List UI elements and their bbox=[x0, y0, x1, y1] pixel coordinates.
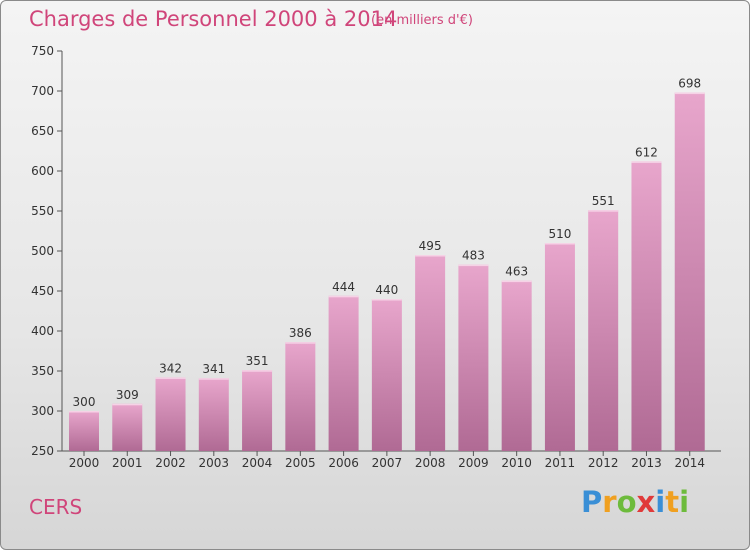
logo-letter: i bbox=[655, 485, 666, 519]
logo-letter: t bbox=[665, 485, 680, 519]
data-label: 698 bbox=[678, 77, 701, 91]
bar-highlight bbox=[112, 403, 143, 406]
data-label: 483 bbox=[462, 249, 485, 263]
chart-subtitle: (en milliers d'€) bbox=[371, 13, 473, 28]
data-label: 510 bbox=[548, 227, 571, 241]
bar bbox=[544, 243, 575, 451]
bar-highlight bbox=[544, 243, 575, 245]
data-label: 341 bbox=[202, 362, 225, 376]
bar-highlight bbox=[198, 378, 229, 380]
bar-highlight bbox=[631, 161, 662, 163]
bar-highlight bbox=[285, 342, 316, 344]
proxiti-logo: Proxiti bbox=[581, 485, 689, 519]
logo-letter: i bbox=[679, 485, 690, 519]
x-tick-label: 2012 bbox=[588, 456, 619, 470]
bar bbox=[415, 255, 446, 451]
x-tick-label: 2005 bbox=[285, 456, 316, 470]
logo-letter: x bbox=[636, 485, 656, 519]
bar-highlight bbox=[371, 299, 402, 301]
bar bbox=[588, 210, 619, 451]
bar bbox=[328, 295, 359, 451]
bar-highlight bbox=[415, 255, 446, 257]
data-label: 386 bbox=[289, 326, 312, 340]
bar bbox=[112, 403, 143, 451]
logo-letter: r bbox=[602, 485, 617, 519]
x-tick-label: 2003 bbox=[199, 456, 230, 470]
bar bbox=[631, 161, 662, 451]
x-tick-label: 2007 bbox=[372, 456, 403, 470]
bar-highlight bbox=[242, 370, 273, 372]
logo-letter: o bbox=[616, 485, 637, 519]
y-tick-label: 250 bbox=[31, 444, 54, 458]
bar bbox=[198, 378, 229, 451]
y-tick-label: 550 bbox=[31, 204, 54, 218]
bar bbox=[371, 299, 402, 451]
x-tick-label: 2002 bbox=[155, 456, 186, 470]
x-tick-label: 2004 bbox=[242, 456, 273, 470]
x-tick-label: 2006 bbox=[328, 456, 359, 470]
data-label: 309 bbox=[116, 388, 139, 402]
place-name: CERS bbox=[29, 495, 83, 519]
bar-highlight bbox=[501, 280, 532, 283]
logo-letter: P bbox=[581, 485, 603, 519]
y-tick-label: 300 bbox=[31, 404, 54, 418]
data-label: 551 bbox=[592, 194, 615, 208]
chart-title: Charges de Personnel 2000 à 2014 bbox=[29, 7, 398, 31]
bar bbox=[501, 280, 532, 451]
bar-highlight bbox=[458, 264, 489, 267]
bar bbox=[674, 92, 705, 451]
data-label: 300 bbox=[73, 395, 96, 409]
x-tick-label: 2001 bbox=[112, 456, 143, 470]
data-label: 444 bbox=[332, 280, 355, 294]
bar bbox=[69, 411, 99, 451]
y-tick-label: 400 bbox=[31, 324, 54, 338]
data-label: 440 bbox=[375, 283, 398, 297]
y-tick-label: 450 bbox=[31, 284, 54, 298]
data-label: 612 bbox=[635, 145, 658, 159]
bar-highlight bbox=[328, 295, 359, 298]
y-tick-label: 650 bbox=[31, 124, 54, 138]
x-tick-label: 2014 bbox=[674, 456, 705, 470]
x-tick-label: 2008 bbox=[415, 456, 446, 470]
x-tick-label: 2010 bbox=[501, 456, 532, 470]
x-tick-label: 2009 bbox=[458, 456, 489, 470]
data-label: 495 bbox=[419, 239, 442, 253]
bar bbox=[242, 370, 273, 451]
y-tick-label: 700 bbox=[31, 84, 54, 98]
data-label: 342 bbox=[159, 361, 182, 375]
y-tick-label: 500 bbox=[31, 244, 54, 258]
bar-highlight bbox=[588, 210, 619, 212]
y-tick-label: 350 bbox=[31, 364, 54, 378]
bar bbox=[155, 377, 186, 451]
data-label: 351 bbox=[246, 354, 269, 368]
bar-highlight bbox=[155, 377, 186, 379]
y-tick-label: 750 bbox=[31, 44, 54, 58]
x-tick-label: 2011 bbox=[545, 456, 576, 470]
x-tick-label: 2013 bbox=[631, 456, 662, 470]
y-tick-label: 600 bbox=[31, 164, 54, 178]
bar-highlight bbox=[674, 92, 705, 95]
data-label: 463 bbox=[505, 265, 528, 279]
bar-highlight bbox=[69, 411, 99, 413]
bar bbox=[285, 342, 316, 451]
x-tick-label: 2000 bbox=[69, 456, 100, 470]
bar bbox=[458, 264, 489, 451]
